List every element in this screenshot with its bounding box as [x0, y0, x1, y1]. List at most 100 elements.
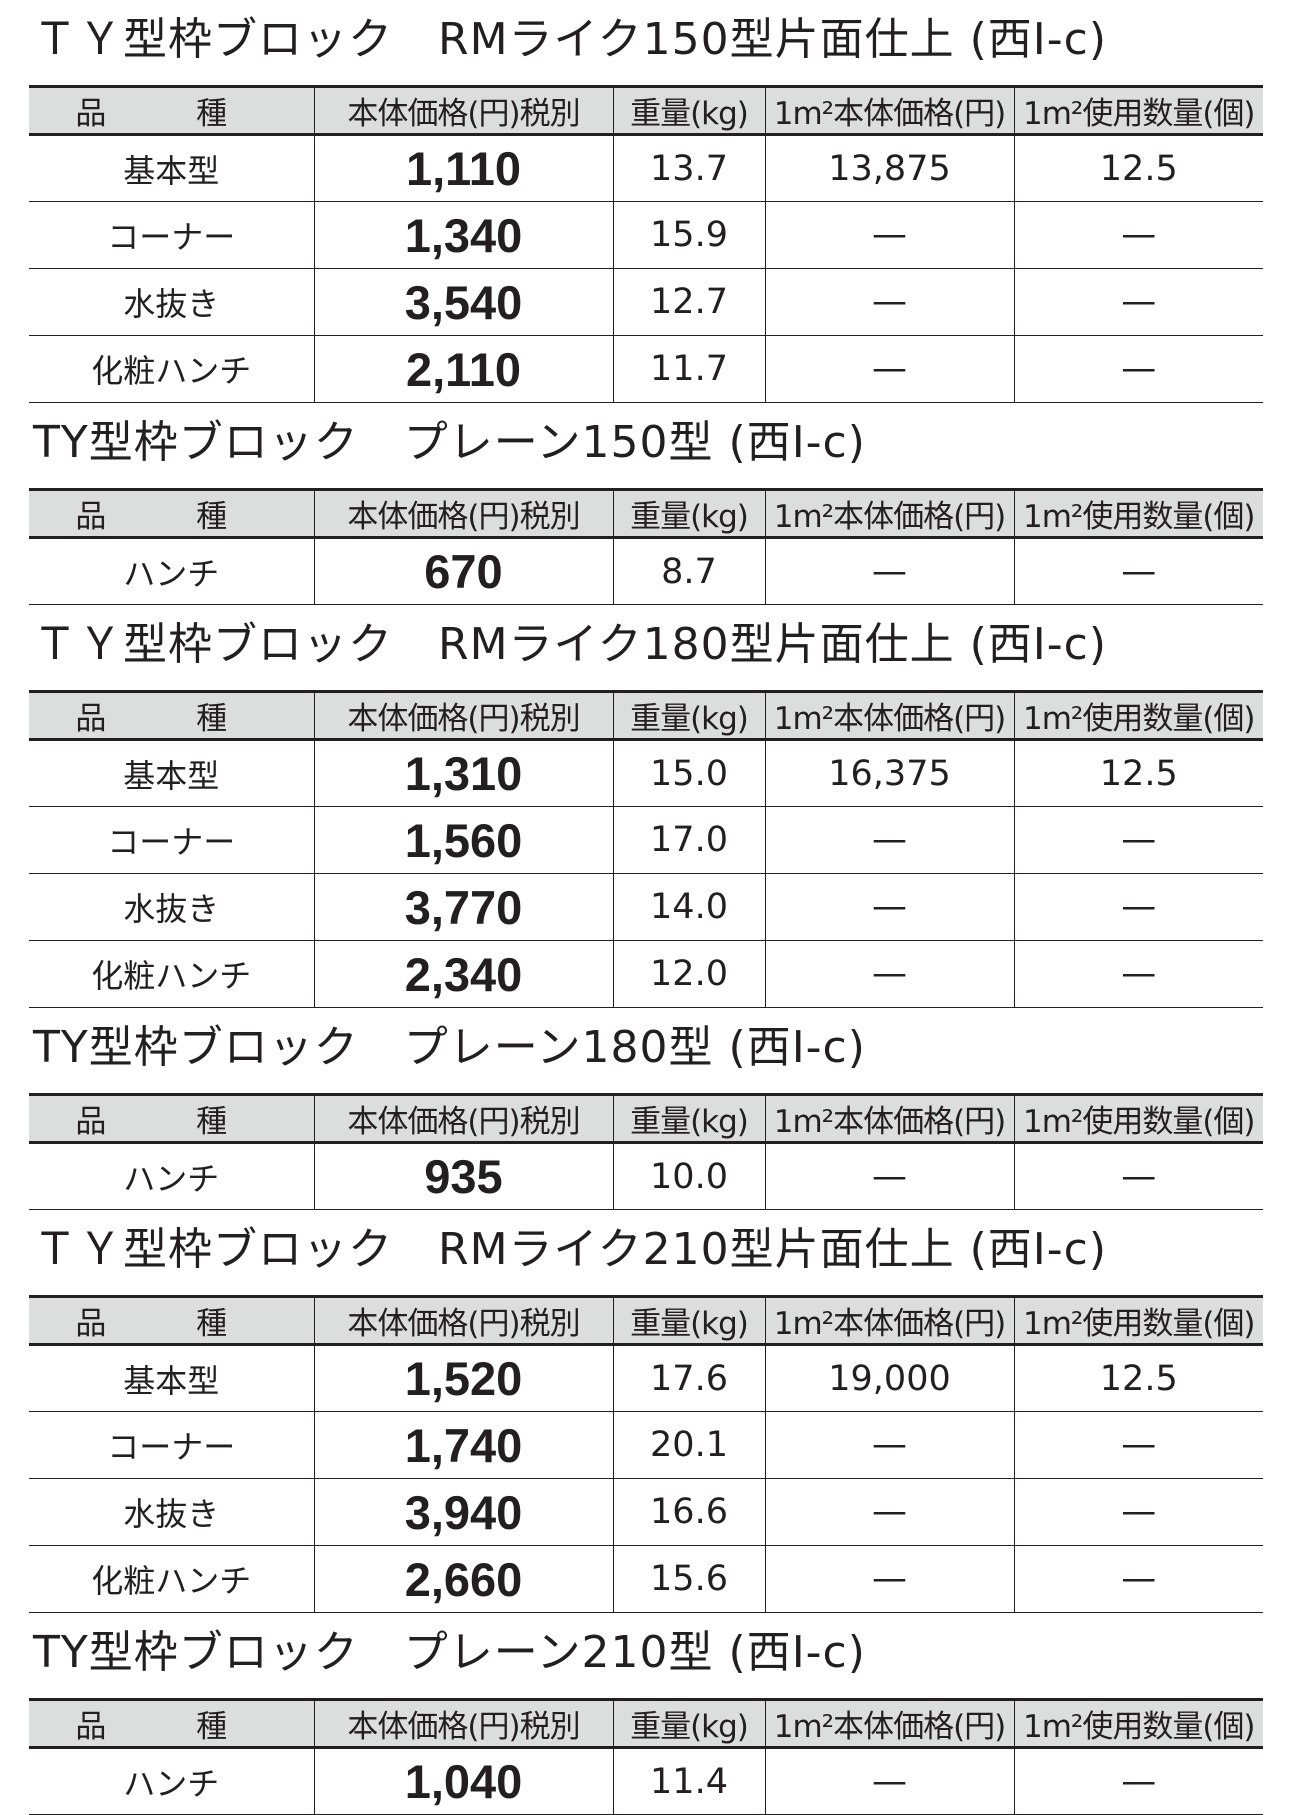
header-price-per-m2: 1m²本体価格(円) — [764, 85, 1014, 136]
cell-price: 1,740 — [313, 1411, 613, 1479]
cell-count-per-m2: — — [1013, 873, 1263, 941]
header-count-per-m2: 1m²使用数量(個) — [1013, 1093, 1263, 1144]
cell-weight: 11.7 — [612, 335, 765, 403]
table-header-row: 品 種本体価格(円)税別 重量(kg) 1m²本体価格(円) 1m²使用数量(個) — [29, 85, 1263, 136]
header-price-per-m2: 1m²本体価格(円) — [764, 1093, 1014, 1144]
cell-product-type: 水抜き — [29, 268, 314, 336]
header-weight: 重量(kg) — [612, 85, 765, 136]
cell-count-per-m2: — — [1013, 537, 1263, 605]
section-title: TY型枠ブロック プレーン210型 (西Ⅰ-c) — [33, 1627, 866, 1678]
header-price: 本体価格(円)税別 — [313, 1093, 613, 1144]
cell-product-type: 基本型 — [29, 1344, 314, 1412]
table-row: コーナー 1,740 20.1— — — [29, 1411, 1263, 1479]
cell-price-per-m2: — — [764, 1411, 1014, 1479]
table-row: ハンチ 935 10.0— — — [29, 1142, 1263, 1210]
table-row: 基本型 1,520 17.6 19,000 12.5 — [29, 1344, 1263, 1412]
table-row: コーナー 1,340 15.9— — — [29, 201, 1263, 269]
cell-count-per-m2: 12.5 — [1013, 739, 1263, 807]
header-price-per-m2: 1m²本体価格(円) — [764, 1698, 1014, 1749]
product-section: ＴＹ型枠ブロック RMライク150型片面仕上 (西Ⅰ-c) 品 種本体価格(円)税… — [29, 0, 1263, 403]
cell-weight: 8.7 — [612, 537, 765, 605]
table-row: 化粧ハンチ 2,340 12.0— — — [29, 940, 1263, 1008]
cell-price: 1,340 — [313, 201, 613, 269]
price-document: ＴＹ型枠ブロック RMライク150型片面仕上 (西Ⅰ-c) 品 種本体価格(円)税… — [29, 0, 1263, 1815]
cell-count-per-m2: — — [1013, 1478, 1263, 1546]
table-row: コーナー 1,560 17.0— — — [29, 806, 1263, 874]
cell-product-type: ハンチ — [29, 1142, 314, 1210]
cell-count-per-m2: — — [1013, 1411, 1263, 1479]
section-title: TY型枠ブロック プレーン150型 (西Ⅰ-c) — [33, 417, 866, 468]
cell-price: 3,940 — [313, 1478, 613, 1546]
cell-product-type: 化粧ハンチ — [29, 1545, 314, 1613]
table-row: ハンチ 670 8.7— — — [29, 537, 1263, 605]
cell-price-per-m2: — — [764, 201, 1014, 269]
cell-price: 2,340 — [313, 940, 613, 1008]
cell-weight: 12.7 — [612, 268, 765, 336]
section-title: TY型枠ブロック プレーン180型 (西Ⅰ-c) — [33, 1022, 866, 1073]
cell-price-per-m2: — — [764, 1478, 1014, 1546]
cell-product-type: 水抜き — [29, 873, 314, 941]
header-price: 本体価格(円)税別 — [313, 1295, 613, 1346]
cell-weight: 15.6 — [612, 1545, 765, 1613]
header-price-per-m2: 1m²本体価格(円) — [764, 488, 1014, 539]
cell-product-type: コーナー — [29, 1411, 314, 1479]
price-table: 品 種本体価格(円)税別 重量(kg) 1m²本体価格(円) 1m²使用数量(個) 基本… — [29, 1295, 1263, 1613]
cell-price-per-m2: 16,375 — [764, 739, 1014, 807]
table-row: 化粧ハンチ 2,660 15.6— — — [29, 1545, 1263, 1613]
cell-count-per-m2: — — [1013, 335, 1263, 403]
cell-count-per-m2: — — [1013, 1142, 1263, 1210]
header-product-type: 品 種 — [29, 1295, 314, 1346]
cell-weight: 16.6 — [612, 1478, 765, 1546]
cell-price-per-m2: — — [764, 537, 1014, 605]
header-price-per-m2: 1m²本体価格(円) — [764, 1295, 1014, 1346]
cell-price-per-m2: — — [764, 873, 1014, 941]
product-section: ＴＹ型枠ブロック RMライク210型片面仕上 (西Ⅰ-c) 品 種本体価格(円)税… — [29, 1210, 1263, 1613]
cell-price: 670 — [313, 537, 613, 605]
header-product-type: 品 種 — [29, 85, 314, 136]
cell-price: 2,660 — [313, 1545, 613, 1613]
table-header-row: 品 種本体価格(円)税別 重量(kg) 1m²本体価格(円) 1m²使用数量(個) — [29, 690, 1263, 741]
table-row: 化粧ハンチ 2,110 11.7— — — [29, 335, 1263, 403]
cell-weight: 11.4 — [612, 1747, 765, 1815]
header-count-per-m2: 1m²使用数量(個) — [1013, 1698, 1263, 1749]
header-weight: 重量(kg) — [612, 1698, 765, 1749]
cell-count-per-m2: — — [1013, 201, 1263, 269]
cell-count-per-m2: — — [1013, 940, 1263, 1008]
cell-weight: 12.0 — [612, 940, 765, 1008]
cell-weight: 17.6 — [612, 1344, 765, 1412]
cell-product-type: 化粧ハンチ — [29, 940, 314, 1008]
cell-price: 1,560 — [313, 806, 613, 874]
cell-price: 1,310 — [313, 739, 613, 807]
cell-price-per-m2: 19,000 — [764, 1344, 1014, 1412]
cell-price-per-m2: — — [764, 1142, 1014, 1210]
cell-product-type: ハンチ — [29, 537, 314, 605]
table-header-row: 品 種本体価格(円)税別 重量(kg) 1m²本体価格(円) 1m²使用数量(個) — [29, 488, 1263, 539]
cell-weight: 17.0 — [612, 806, 765, 874]
table-row: 基本型 1,110 13.7 13,875 12.5 — [29, 134, 1263, 202]
cell-price: 935 — [313, 1142, 613, 1210]
cell-price-per-m2: — — [764, 806, 1014, 874]
table-row: 基本型 1,310 15.0 16,375 12.5 — [29, 739, 1263, 807]
header-weight: 重量(kg) — [612, 690, 765, 741]
cell-price-per-m2: — — [764, 940, 1014, 1008]
cell-price-per-m2: — — [764, 1747, 1014, 1815]
cell-weight: 13.7 — [612, 134, 765, 202]
product-section: ＴＹ型枠ブロック RMライク180型片面仕上 (西Ⅰ-c) 品 種本体価格(円)税… — [29, 605, 1263, 1008]
price-table: 品 種本体価格(円)税別 重量(kg) 1m²本体価格(円) 1m²使用数量(個) ハン… — [29, 1698, 1263, 1815]
cell-price-per-m2: 13,875 — [764, 134, 1014, 202]
header-product-type: 品 種 — [29, 690, 314, 741]
cell-weight: 15.9 — [612, 201, 765, 269]
cell-price: 1,520 — [313, 1344, 613, 1412]
header-price: 本体価格(円)税別 — [313, 488, 613, 539]
cell-weight: 15.0 — [612, 739, 765, 807]
table-row: ハンチ 1,040 11.4— — — [29, 1747, 1263, 1815]
cell-product-type: ハンチ — [29, 1747, 314, 1815]
cell-price: 3,540 — [313, 268, 613, 336]
cell-count-per-m2: 12.5 — [1013, 1344, 1263, 1412]
cell-price: 3,770 — [313, 873, 613, 941]
table-header-row: 品 種本体価格(円)税別 重量(kg) 1m²本体価格(円) 1m²使用数量(個) — [29, 1698, 1263, 1749]
header-weight: 重量(kg) — [612, 488, 765, 539]
header-product-type: 品 種 — [29, 1093, 314, 1144]
price-table: 品 種本体価格(円)税別 重量(kg) 1m²本体価格(円) 1m²使用数量(個) 基本… — [29, 85, 1263, 403]
product-section: TY型枠ブロック プレーン180型 (西Ⅰ-c) 品 種本体価格(円)税別 重量(k… — [29, 1008, 1263, 1210]
